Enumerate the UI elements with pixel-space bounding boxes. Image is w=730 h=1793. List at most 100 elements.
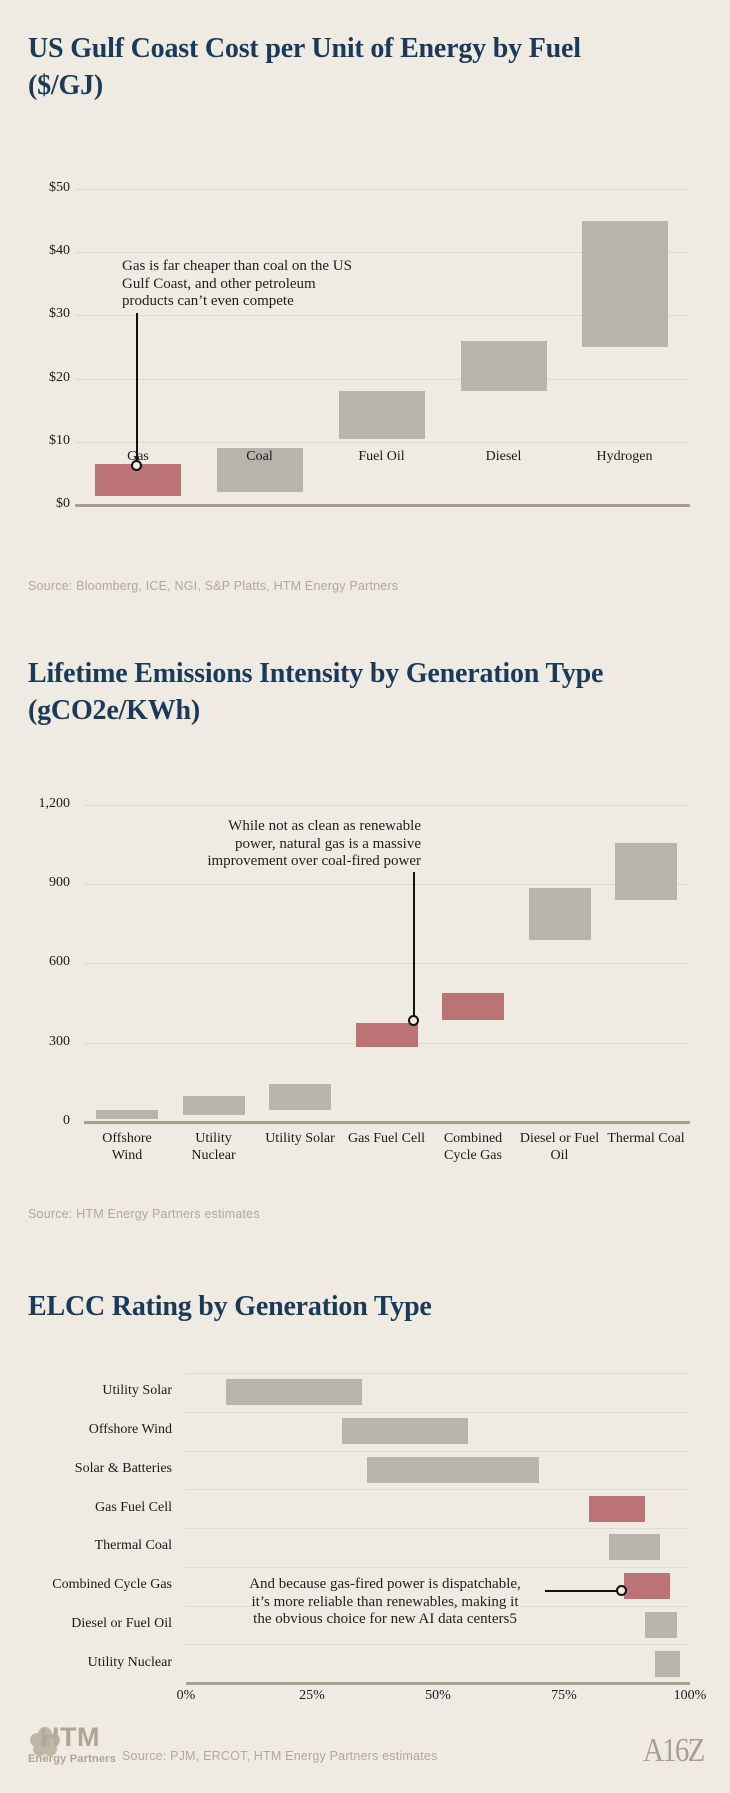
row-divider	[186, 1605, 690, 1607]
x-axis-line	[84, 1121, 690, 1124]
chart2-annotation: While not as clean as renewable power, n…	[141, 818, 421, 871]
y-tick-label: $0	[56, 496, 70, 511]
category-label: Offshore Wind	[88, 1422, 172, 1438]
annotation-point-marker	[408, 1015, 419, 1026]
range-bar-combined-cycle-gas	[442, 992, 504, 1021]
range-bar-coal	[216, 448, 303, 493]
gridline	[75, 252, 690, 254]
category-label: Utility Nuclear	[191, 1131, 236, 1163]
chart3-annotation: And because gas-fired power is dispatcha…	[200, 1576, 570, 1629]
category-label: Diesel or Fuel Oil	[519, 1131, 600, 1163]
category-label: Thermal Coal	[607, 1131, 685, 1146]
range-bar-gas-fuel-cell	[589, 1495, 645, 1522]
row-divider	[186, 1489, 690, 1491]
category-label: Utility Nuclear	[87, 1654, 172, 1670]
y-tick-label: $30	[49, 306, 70, 322]
category-label: Solar & Batteries	[74, 1460, 172, 1476]
y-tick-label: 600	[49, 954, 70, 970]
chart3-source: Source: PJM, ERCOT, HTM Energy Partners …	[122, 1749, 438, 1763]
range-bar-thermal-coal	[615, 843, 677, 901]
y-tick-label: 900	[49, 875, 70, 891]
range-bar-diesel-or-fuel-oil	[644, 1611, 678, 1638]
annotation-line: power, natural gas is a massive	[234, 835, 421, 852]
range-bar-thermal-coal	[609, 1534, 660, 1561]
category-label: Gas Fuel Cell	[348, 1131, 425, 1146]
row-divider	[186, 1450, 690, 1452]
annotation-line: Gulf Coast, and other petroleum	[122, 275, 316, 292]
annotation-line: improvement over coal-fired power	[207, 853, 421, 869]
chart1-title: US Gulf Coast Cost per Unit of Energy by…	[28, 33, 581, 101]
annotation-leader-line	[136, 313, 138, 461]
y-tick-label: $20	[49, 369, 70, 385]
y-tick-label: 0	[63, 1113, 70, 1128]
range-bar-gas-fuel-cell	[355, 1022, 418, 1047]
annotation-leader-line	[413, 872, 415, 1016]
row-divider	[186, 1373, 690, 1374]
flower-icon	[28, 1726, 62, 1765]
annotation-line: the obvious choice for new AI data cente…	[253, 1611, 517, 1627]
row-divider	[186, 1528, 690, 1529]
chart1-source: Source: Bloomberg, ICE, NGI, S&P Platts,…	[28, 579, 399, 593]
range-bar-diesel	[460, 340, 547, 392]
x-tick-label: 50%	[425, 1688, 451, 1703]
range-bar-solar-batteries	[367, 1456, 539, 1483]
chart2-title: Lifetime Emissions Intensity by Generati…	[28, 658, 604, 726]
chart2-source: Source: HTM Energy Partners estimates	[28, 1207, 260, 1221]
category-label: Coal	[246, 449, 273, 464]
range-bar-offshore-wind	[342, 1418, 469, 1445]
x-tick-label: 100%	[673, 1688, 707, 1703]
category-label: Combined Cycle Gas	[52, 1577, 172, 1593]
y-tick-label: 300	[49, 1033, 70, 1049]
category-label: Diesel or Fuel Oil	[71, 1615, 172, 1631]
category-label: Gas Fuel Cell	[95, 1499, 172, 1515]
annotation-line: it’s more reliable than renewables, maki…	[251, 1593, 519, 1610]
category-label: Combined Cycle Gas	[443, 1131, 503, 1163]
htm-logo-subtext: Energy Partners	[28, 1753, 116, 1765]
x-axis-line	[75, 504, 690, 507]
annotation-line: While not as clean as renewable	[228, 818, 421, 834]
row-divider	[186, 1411, 690, 1413]
category-label: Hydrogen	[596, 449, 653, 464]
range-bar-fuel-oil	[338, 391, 425, 439]
category-label: Offshore Wind	[102, 1131, 152, 1163]
range-bar-utility-nuclear	[182, 1095, 245, 1116]
chart3-title: ELCC Rating by Generation Type	[28, 1291, 432, 1322]
annotation-leader-line	[545, 1590, 619, 1592]
annotation-point-marker	[131, 460, 142, 471]
gridline	[75, 378, 690, 380]
x-tick-label: 75%	[551, 1688, 577, 1703]
htm-energy-partners-logo: HTM Energy Partners	[28, 1724, 138, 1766]
gridline	[84, 963, 690, 965]
row-divider	[186, 1644, 690, 1646]
range-bar-combined-cycle-gas	[624, 1573, 670, 1600]
category-label: Thermal Coal	[94, 1538, 172, 1554]
range-bar-diesel-or-fuel-oil	[528, 888, 591, 940]
range-bar-hydrogen	[581, 220, 668, 347]
range-bar-utility-nuclear	[654, 1650, 680, 1677]
row-divider	[186, 1566, 690, 1568]
range-bar-offshore-wind	[96, 1110, 158, 1120]
annotation-line: products can’t even compete	[122, 293, 294, 309]
y-tick-label: $40	[49, 243, 70, 259]
gridline	[84, 884, 690, 886]
annotation-line: Gas is far cheaper than coal on the US	[122, 258, 352, 274]
category-label: Fuel Oil	[358, 449, 405, 464]
category-label: Utility Solar	[102, 1383, 172, 1399]
x-tick-label: 25%	[299, 1688, 325, 1703]
range-bar-utility-solar	[269, 1083, 331, 1111]
annotation-point-marker	[616, 1585, 627, 1596]
y-tick-label: $50	[49, 180, 70, 195]
x-axis-line	[186, 1682, 690, 1685]
gridline	[75, 315, 690, 317]
range-bar-utility-solar	[226, 1379, 363, 1406]
x-tick-label: 0%	[176, 1688, 196, 1703]
gridline	[75, 441, 690, 443]
gridline	[84, 804, 690, 806]
chart1-annotation: Gas is far cheaper than coal on the US G…	[122, 258, 392, 311]
category-label: Diesel	[485, 449, 522, 464]
annotation-line: And because gas-fired power is dispatcha…	[249, 1576, 521, 1592]
a16z-logo: A16Z	[643, 1732, 705, 1769]
category-label: Utility Solar	[265, 1131, 335, 1146]
gridline	[75, 189, 690, 190]
